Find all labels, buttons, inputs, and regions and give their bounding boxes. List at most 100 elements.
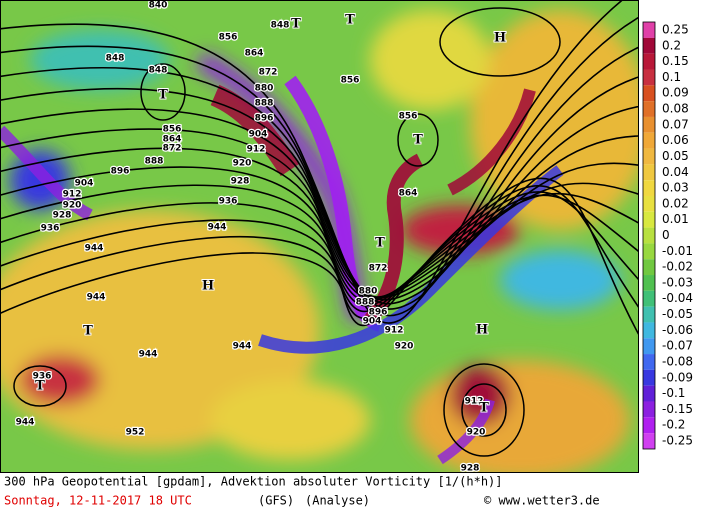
colorbar-frame [642,21,656,450]
contour-label: 952 [126,428,145,438]
colorbar-label: -0.01 [662,244,693,258]
colorbar-label: 0.05 [662,149,689,163]
colorbar-label: -0.06 [662,323,693,337]
contour-label: 856 [219,33,238,43]
contour-label: 880 [359,287,378,297]
colorbar-label: 0.06 [662,133,689,147]
pressure-center: T [291,17,301,32]
contour-lines [0,0,638,335]
contour-label: 856 [341,76,360,86]
pressure-center: H [476,323,488,338]
colorbar-swatch [643,180,655,196]
contour-line [0,106,638,301]
colorbar-swatch [643,195,655,212]
pressure-center: T [35,379,45,394]
colorbar-label: 0.02 [662,196,689,210]
colorbar-swatch [643,433,655,449]
colorbar-label: -0.03 [662,275,693,289]
colorbar-swatch [643,243,655,260]
colorbar-swatch [643,148,655,165]
colorbar-label: 0.25 [662,23,689,37]
colorbar-swatch [643,227,655,244]
contour-label: 936 [41,224,60,234]
colorbar-label: -0.1 [662,386,685,400]
contour-label: 936 [219,197,238,207]
caption-title: 300 hPa Geopotential [gpdam], Advektion … [4,475,503,489]
colorbar-label: 0.15 [662,54,689,68]
colorbar-label: -0.05 [662,307,693,321]
colorbar-label: 0.04 [662,165,689,179]
contour-label: 848 [149,66,168,76]
colorbar-label: -0.02 [662,260,693,274]
colorbar-label: 0.1 [662,70,681,84]
contour-label: 904 [249,130,268,140]
contour-label: 936 [33,372,52,382]
contour-label: 904 [75,179,94,189]
colorbar-swatch [643,338,655,355]
colorbar-swatch [643,85,655,102]
contour-line [0,184,638,319]
colorbar-swatch [643,22,655,38]
contour-label: 928 [461,464,480,474]
colorbar-label: -0.07 [662,339,693,353]
colorbar-swatch [643,211,655,228]
contour-line [0,128,638,299]
colorbar-label: -0.04 [662,291,693,305]
contour-label: 944 [85,244,104,254]
contour-label: 912 [465,397,484,407]
pressure-center: T [158,88,168,103]
contour-label: 864 [163,135,182,145]
contour-label: 896 [255,114,274,124]
contour-label: 856 [399,112,418,122]
colorbar-swatch [643,290,655,307]
contour-label: 912 [247,145,266,155]
contour-label: 920 [467,428,486,438]
contour-label: 888 [356,298,375,308]
caption-run: (Analyse) [305,494,370,508]
contour-line [0,191,638,313]
caption-source: © www.wetter3.de [484,494,600,508]
contour-label: 872 [259,68,278,78]
contour-label: 856 [163,125,182,135]
colorbar-label: -0.25 [662,434,693,448]
colorbar-label: 0.08 [662,102,689,116]
colorbar-label: 0.03 [662,181,689,195]
colorbar-swatch [643,369,655,386]
contour-label: 920 [395,342,414,352]
pressure-center: T [479,401,489,416]
colorbar-label: -0.09 [662,370,693,384]
contour-label: 920 [63,201,82,211]
contour-line [0,177,638,335]
colorbar-swatch [643,132,655,149]
contour-line [0,194,638,307]
colorbar-label: 0.2 [662,38,681,52]
colorbar: 0.250.2 0.15 0.1 0.09 0.080.07 0.06 0.05 0.04 0.… [642,21,693,450]
contour-label: 904 [363,317,382,327]
contour-label: 912 [385,326,404,336]
colorbar-swatch [643,306,655,323]
contour-label: 920 [233,159,252,169]
contour-label: 880 [255,84,274,94]
colorbar-label: 0 [662,228,670,242]
contour-label: 944 [233,342,252,352]
colorbar-swatch [643,101,655,117]
contour-label: 944 [139,350,158,360]
pressure-center: H [202,279,214,294]
map-frame [0,0,639,473]
contour-label: 896 [369,308,388,318]
contour-label: 848 [106,54,125,64]
contour-label: 912 [63,190,82,200]
colorbar-swatch [643,259,655,276]
contour-label: 896 [111,167,130,177]
pressure-center: T [413,133,423,148]
caption-model: (GFS) [258,494,294,508]
colorbar-swatch [643,53,655,70]
contour-label: 848 [271,21,290,31]
contour-label: 872 [163,144,182,154]
contour-label: 864 [399,189,418,199]
map-labels: 840 848 856 848 848 864 872 880 888 896 … [14,0,507,475]
pressure-center: T [345,13,355,28]
colorbar-swatch [643,354,655,370]
colorbar-label: 0.09 [662,86,689,100]
